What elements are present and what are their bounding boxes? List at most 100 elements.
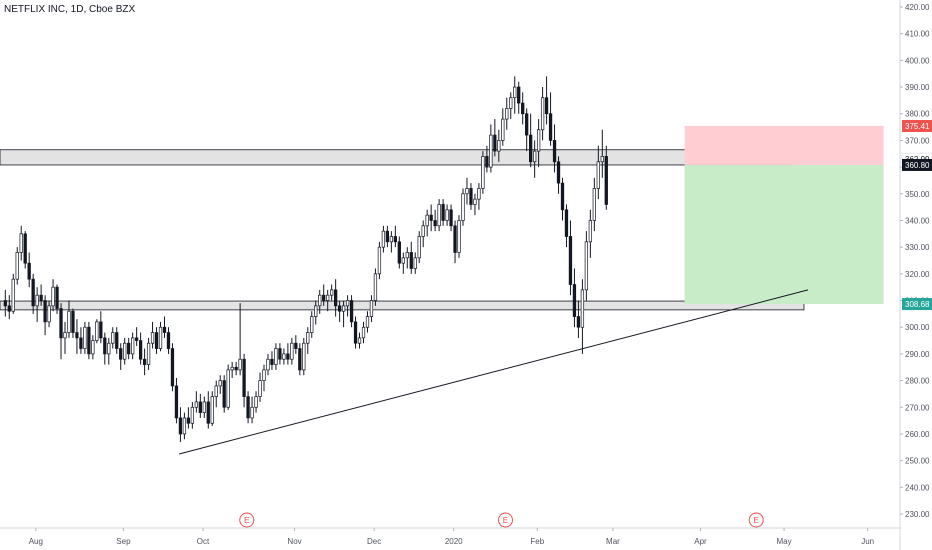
candle-body (274, 348, 278, 365)
candle-body (429, 214, 433, 221)
candle (178, 407, 183, 442)
candle-body (7, 305, 11, 312)
candle (461, 188, 465, 226)
candle-body (588, 220, 593, 243)
candle-body (322, 294, 326, 301)
candle (513, 76, 517, 114)
candle-body (262, 369, 266, 381)
candle (134, 327, 139, 346)
candle-body (238, 358, 242, 371)
candle-body (83, 326, 87, 349)
candle (87, 321, 91, 360)
candle-body (413, 257, 417, 269)
candle (552, 124, 557, 173)
candle-body (437, 204, 441, 227)
candle-body (27, 262, 31, 280)
candle-body (369, 300, 374, 317)
y-tick-label: 420.00 (905, 3, 930, 12)
candle (385, 225, 390, 248)
candle (254, 391, 258, 413)
candle-body (210, 396, 214, 424)
candle-body (461, 193, 465, 221)
candle-body (3, 300, 7, 307)
candle (409, 241, 413, 274)
candle (278, 343, 282, 365)
candle (337, 300, 342, 322)
candle (592, 177, 596, 232)
candle-body (146, 342, 151, 365)
candle (501, 108, 505, 146)
candle (521, 92, 525, 125)
candle (405, 247, 409, 269)
candle-body (349, 300, 354, 323)
candle-body (501, 118, 505, 141)
candle (417, 231, 421, 264)
chart-title: NETFLIX INC, 1D, Cboe BZX (4, 4, 136, 15)
candle (445, 204, 449, 226)
candle (548, 92, 553, 146)
candle (266, 353, 270, 376)
y-tick-label: 400.00 (905, 56, 930, 65)
candle-body (134, 337, 139, 341)
candle-body (35, 294, 39, 307)
candle (517, 81, 521, 114)
candle-body (154, 332, 159, 349)
candle (3, 289, 7, 317)
candle (433, 209, 437, 232)
candle (294, 335, 298, 354)
candle-body (87, 326, 91, 355)
x-tick-label: Aug (29, 537, 43, 546)
take-profit-zone (684, 164, 884, 305)
candle-body (63, 332, 67, 339)
candle (536, 119, 541, 168)
candle-body (127, 342, 131, 355)
candle (369, 295, 374, 322)
y-tick-label: 380.00 (905, 110, 930, 119)
candle (473, 193, 477, 216)
candle-body (556, 161, 561, 184)
candle (529, 113, 533, 168)
candle-body (282, 353, 286, 360)
candle-body (103, 337, 107, 355)
candle (596, 145, 600, 200)
candle (214, 380, 218, 408)
candle-body (393, 236, 397, 243)
candle (393, 225, 397, 248)
x-tick-label: May (777, 537, 792, 546)
time-axis: Aug Sep Oct Nov Dec 2020 Feb Mar Apr May Jun E E E (0, 512, 900, 546)
zones-layer (0, 125, 884, 311)
x-tick-label: Dec (367, 537, 381, 546)
candle (51, 279, 55, 312)
candle-body (596, 161, 600, 189)
earnings-marker-label: E (754, 516, 759, 525)
candle (238, 303, 242, 376)
candle (449, 204, 453, 232)
candle-body (131, 337, 135, 355)
earnings-marker: E (748, 512, 764, 528)
candle (250, 396, 254, 424)
price-label-bg (902, 298, 932, 311)
candle (525, 108, 529, 152)
candle (544, 76, 549, 125)
candle (91, 335, 95, 360)
candle (274, 343, 278, 370)
candle (290, 337, 294, 365)
candle (485, 145, 489, 173)
candle-body (310, 316, 314, 333)
stop-loss-zone (684, 125, 884, 165)
y-tick-label: 410.00 (905, 30, 930, 39)
support-zone (0, 300, 805, 311)
candle-body (417, 236, 421, 259)
candle-body (361, 326, 366, 339)
earnings-marker-circle (748, 512, 764, 528)
candle-body (115, 332, 119, 349)
y-tick-label: 240.00 (905, 483, 930, 492)
candle (95, 319, 99, 344)
candle-body (306, 332, 310, 344)
candle (560, 177, 565, 221)
candle-body (119, 348, 123, 360)
y-tick-label: 280.00 (905, 377, 930, 386)
price-label-bg (902, 158, 932, 171)
candle-body (15, 252, 19, 280)
